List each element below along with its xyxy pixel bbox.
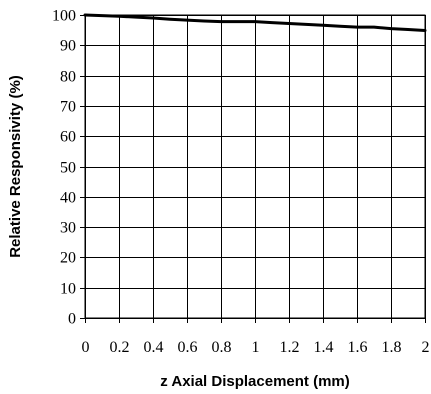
y-tick-labels: 0 10 20 30 40 50 60 70 80 90 100 <box>52 8 76 328</box>
x-axis-title: z Axial Displacement (mm) <box>160 373 350 390</box>
plot-area <box>84 14 426 319</box>
tick-marks <box>80 15 426 323</box>
x-tick-label: 2 <box>422 339 430 356</box>
x-tick-labels: 0 0.2 0.4 0.6 0.8 1 1.2 1.4 1.6 1.8 2 <box>82 339 430 356</box>
y-tick-label: 30 <box>60 220 76 237</box>
series-line <box>83 13 427 32</box>
y-tick-label: 50 <box>60 160 76 177</box>
x-tick-label: 0 <box>82 339 90 356</box>
x-tick-label: 0.6 <box>178 339 198 356</box>
grid <box>85 15 426 319</box>
y-tick-label: 70 <box>60 99 76 116</box>
x-tick-label: 1.4 <box>314 339 334 356</box>
x-tick-label: 1.6 <box>348 339 368 356</box>
series-layer <box>83 13 427 32</box>
y-tick-label: 60 <box>60 129 76 146</box>
y-tick-label: 100 <box>52 8 76 25</box>
x-tick-label: 1 <box>252 339 260 356</box>
y-tick-label: 40 <box>60 190 76 207</box>
y-tick-label: 90 <box>60 38 76 55</box>
x-tick-label: 1.2 <box>280 339 300 356</box>
x-tick-label: 0.2 <box>110 339 130 356</box>
x-tick-label: 0.4 <box>144 339 164 356</box>
y-tick-label: 10 <box>60 281 76 298</box>
y-tick-label: 20 <box>60 250 76 267</box>
y-tick-label: 80 <box>60 69 76 86</box>
x-tick-label: 0.8 <box>212 339 232 356</box>
y-axis-title: Relative Responsivity (%) <box>7 75 24 258</box>
y-tick-label: 0 <box>68 311 76 328</box>
x-tick-label: 1.8 <box>382 339 402 356</box>
